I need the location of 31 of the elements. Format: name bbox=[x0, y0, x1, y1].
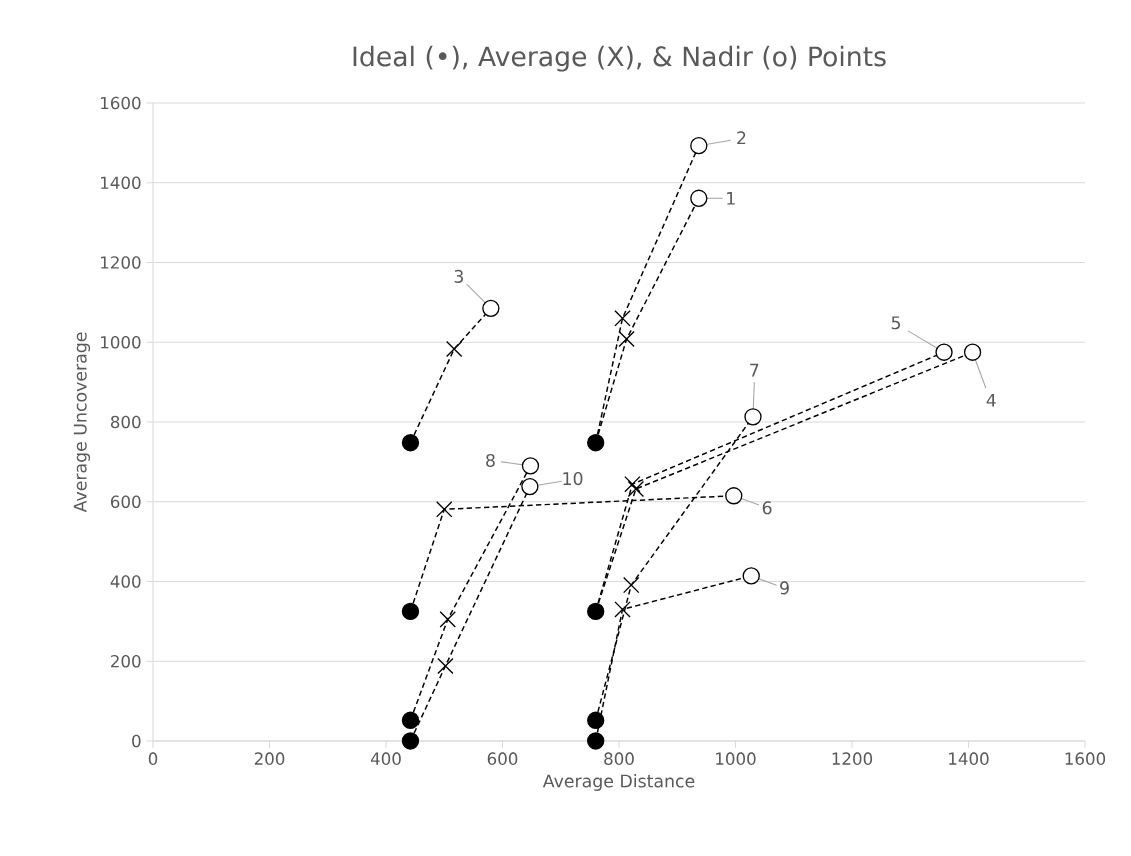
x-tick-label: 1600 bbox=[1065, 752, 1106, 765]
y-tick-label: 200 bbox=[111, 654, 141, 668]
y-tick-label: 1000 bbox=[101, 335, 141, 349]
annotation: 3 bbox=[454, 269, 463, 283]
x-tick-label: 200 bbox=[254, 752, 285, 765]
y-tick-label: 800 bbox=[110, 415, 141, 429]
y-tick-label: 600 bbox=[110, 495, 141, 509]
annotation: 6 bbox=[762, 501, 772, 515]
annotation: 4 bbox=[986, 393, 996, 407]
x-tick-label: 1200 bbox=[832, 752, 873, 765]
x-tick-label: 0 bbox=[148, 752, 158, 765]
x-axis-title: Average Distance bbox=[542, 774, 695, 791]
y-tick-label: 1200 bbox=[101, 256, 141, 269]
annotation: 7 bbox=[750, 363, 759, 377]
annotation: 9 bbox=[780, 581, 789, 595]
y-tick-label: 0 bbox=[132, 734, 141, 748]
y-tick-label: 1600 bbox=[101, 96, 141, 110]
annotation: 1 bbox=[727, 191, 735, 205]
x-tick-label: 1400 bbox=[949, 752, 989, 765]
x-tick-label: 400 bbox=[370, 752, 401, 765]
x-tick-label: 600 bbox=[487, 752, 518, 765]
annotation: 2 bbox=[737, 131, 746, 145]
y-tick-label: 400 bbox=[110, 575, 141, 588]
annotation: 5 bbox=[891, 316, 901, 330]
annotation: 10 bbox=[563, 472, 583, 486]
x-tick-label: 800 bbox=[604, 752, 634, 765]
y-axis-title: Average Uncoverage bbox=[73, 332, 91, 513]
annotation: 8 bbox=[486, 453, 495, 468]
y-tick-label: 1400 bbox=[101, 176, 141, 190]
chart-title: Ideal (•), Average (X), & Nadir (o) Points bbox=[353, 45, 886, 72]
x-tick-label: 1000 bbox=[716, 752, 756, 765]
